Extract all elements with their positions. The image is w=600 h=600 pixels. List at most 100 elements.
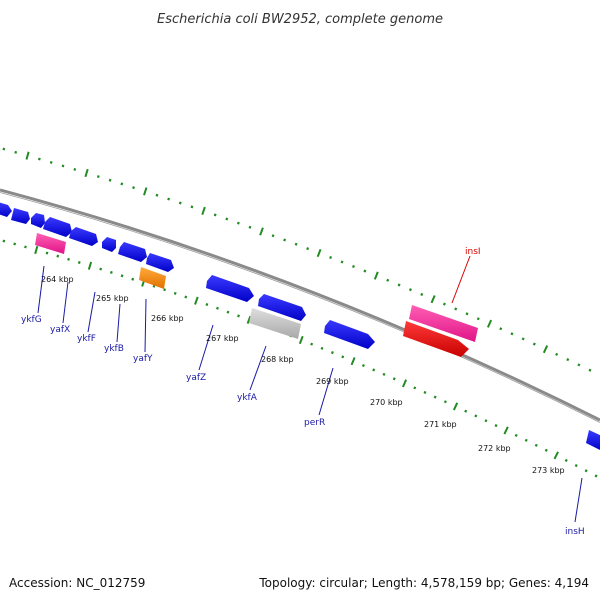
minor-tick: [340, 260, 344, 264]
minor-tick: [454, 307, 458, 311]
cds-feature[interactable]: [0, 202, 12, 217]
gray-feature[interactable]: [249, 308, 301, 339]
kbp-label: 272 kbp: [478, 444, 511, 453]
minor-tick: [13, 242, 17, 246]
major-tick: [553, 451, 559, 460]
gene-label-yafY[interactable]: yafY: [133, 354, 153, 364]
feature-track: [0, 202, 600, 451]
minor-tick: [205, 302, 209, 306]
genome-summary-text: Topology: circular; Length: 4,578,159 bp…: [258, 576, 589, 590]
minor-tick: [155, 193, 159, 197]
minor-tick: [37, 157, 41, 161]
minor-tick: [178, 201, 182, 205]
minor-tick: [420, 292, 424, 296]
cds-feature[interactable]: [11, 208, 30, 224]
minor-tick: [61, 164, 65, 168]
kbp-label: 270 kbp: [370, 398, 403, 407]
cds-feature[interactable]: [118, 242, 147, 262]
minor-tick: [594, 474, 598, 478]
genome-backbone-shadow: [0, 192, 600, 423]
minor-tick: [77, 261, 81, 264]
minor-tick: [67, 257, 70, 261]
pseudogene-feature[interactable]: [35, 233, 66, 254]
minor-tick: [534, 443, 538, 447]
minor-tick: [521, 337, 525, 341]
major-tick: [259, 227, 264, 236]
gene-label-ykfA[interactable]: ykfA: [237, 393, 258, 403]
cds-feature[interactable]: [69, 227, 98, 246]
accession-text: Accession: NC_012759: [9, 576, 145, 590]
minor-tick: [510, 332, 514, 336]
minor-tick: [413, 386, 417, 390]
major-tick: [452, 402, 459, 411]
minor-tick: [514, 433, 518, 437]
cds-feature[interactable]: [146, 253, 174, 272]
gene-label-yafZ[interactable]: yafZ: [186, 373, 206, 383]
minor-tick: [236, 221, 240, 225]
kbp-label: 266 kbp: [151, 314, 184, 323]
kbp-labels: 264 kbp 265 kbp 266 kbp 267 kbp 268 kbp …: [41, 275, 565, 475]
minor-tick: [226, 310, 230, 314]
kbp-label: 265 kbp: [96, 294, 129, 303]
minor-tick: [423, 390, 427, 395]
minor-tick: [494, 424, 498, 428]
minor-tick: [442, 302, 446, 306]
cds-feature[interactable]: [43, 217, 72, 237]
cds-feature[interactable]: [31, 213, 45, 228]
minor-tick: [544, 448, 548, 452]
kbp-label: 264 kbp: [41, 275, 74, 284]
minor-tick: [372, 368, 376, 372]
cds-feature[interactable]: [586, 430, 600, 451]
gene-label-ykfG[interactable]: ykfG: [21, 315, 42, 325]
major-tick: [143, 187, 148, 196]
insi-feature[interactable]: [409, 305, 478, 342]
gene-label-perR[interactable]: perR: [304, 418, 325, 428]
minor-tick: [190, 205, 194, 209]
tick-rings: [2, 147, 598, 478]
minor-tick: [271, 234, 275, 238]
major-tick: [430, 295, 436, 304]
minor-tick: [184, 295, 188, 299]
minor-tick: [524, 438, 528, 442]
gene-label-insH[interactable]: insH: [565, 527, 585, 537]
cds-feature[interactable]: [102, 237, 116, 252]
gene-label-yafX[interactable]: yafX: [50, 325, 70, 335]
minor-tick: [96, 175, 100, 179]
minor-tick: [237, 314, 240, 318]
minor-tick: [588, 368, 592, 372]
minor-tick: [464, 409, 468, 413]
major-tick: [34, 245, 39, 255]
gene-label-insI[interactable]: insI: [465, 247, 481, 257]
rna-feature[interactable]: [139, 267, 166, 289]
cds-feature[interactable]: [206, 275, 254, 302]
minor-tick: [532, 342, 536, 346]
gene-label-ykfF[interactable]: ykfF: [77, 334, 96, 344]
kbp-label: 268 kbp: [261, 355, 294, 364]
gene-labels: ykfG yafX ykfF ykfB yafY yafZ ykfA perR …: [21, 247, 585, 537]
cds-feature[interactable]: [258, 294, 306, 321]
minor-tick: [163, 288, 167, 292]
minor-tick: [564, 458, 568, 463]
major-tick: [87, 261, 93, 270]
minor-tick: [555, 352, 559, 356]
major-tick: [298, 335, 304, 345]
minor-tick: [566, 358, 570, 362]
kbp-label: 269 kbp: [316, 377, 349, 386]
minor-tick: [484, 419, 488, 423]
minor-tick: [131, 277, 135, 281]
cds-feature[interactable]: [324, 320, 375, 349]
gene-label-ykfB[interactable]: ykfB: [104, 344, 124, 354]
minor-tick: [99, 267, 103, 271]
minor-tick: [320, 346, 324, 350]
kbp-label: 271 kbp: [424, 420, 457, 429]
kbp-label: 273 kbp: [532, 466, 565, 475]
red-feature[interactable]: [403, 321, 469, 357]
major-tick: [401, 379, 408, 388]
minor-tick: [173, 291, 177, 295]
genome-backbone: [0, 188, 600, 422]
minor-tick: [443, 400, 447, 404]
minor-tick: [361, 363, 365, 368]
major-tick: [486, 319, 493, 328]
minor-tick: [310, 342, 314, 346]
